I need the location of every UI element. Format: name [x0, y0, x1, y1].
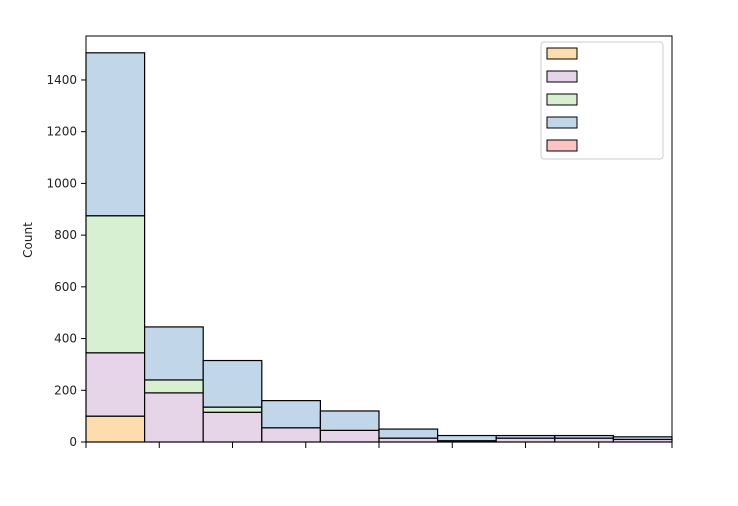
- y-tick-label-0: 0: [69, 435, 77, 449]
- bar-series-1-bin-3: [261, 427, 321, 443]
- bar-series-3-bin-4: [319, 410, 380, 431]
- bar-series-3-bin-5: [378, 428, 439, 439]
- bar-series-1-bin-4: [319, 429, 380, 443]
- bar-series-3-bin-8: [554, 434, 614, 439]
- bar-series-3-bin-2: [202, 359, 263, 408]
- y-tick-label-6: 1200: [46, 125, 77, 139]
- bar-series-3-bin-7: [495, 434, 556, 439]
- legend-swatch-0: [546, 47, 578, 60]
- y-tick-label-3: 600: [54, 280, 77, 294]
- legend-swatch-3: [546, 116, 578, 129]
- bar-series-2-bin-0: [85, 215, 146, 354]
- bar-series-3-bin-1: [144, 326, 204, 381]
- bar-series-2-bin-1: [144, 379, 204, 394]
- legend: [540, 41, 664, 160]
- axes-layer: 0 200 400 600 800 1000 1200 1400: [46, 35, 673, 449]
- bar-series-2-bin-2: [202, 406, 263, 413]
- bar-series-3-bin-3: [261, 400, 321, 429]
- legend-swatch-4: [546, 139, 578, 152]
- bar-series-1-bin-1: [144, 392, 204, 443]
- legend-swatch-1: [546, 70, 578, 83]
- bar-series-1-bin-0: [85, 352, 146, 417]
- legend-swatch-2: [546, 93, 578, 106]
- y-tick-label-7: 1400: [46, 73, 77, 87]
- bar-series-1-bin-2: [202, 411, 263, 443]
- y-tick-label-2: 400: [54, 332, 77, 346]
- bar-series-3-bin-0: [85, 52, 146, 217]
- bar-series-3-bin-6: [437, 434, 497, 442]
- y-tick-label-5: 1000: [46, 176, 77, 190]
- bar-series-0-bin-0: [85, 415, 146, 443]
- y-tick-label-4: 800: [54, 228, 77, 242]
- y-tick-label-1: 200: [54, 383, 77, 397]
- bar-series-3-bin-9: [612, 436, 673, 441]
- y-axis-label: Count: [21, 222, 35, 258]
- bars-layer: [85, 52, 673, 443]
